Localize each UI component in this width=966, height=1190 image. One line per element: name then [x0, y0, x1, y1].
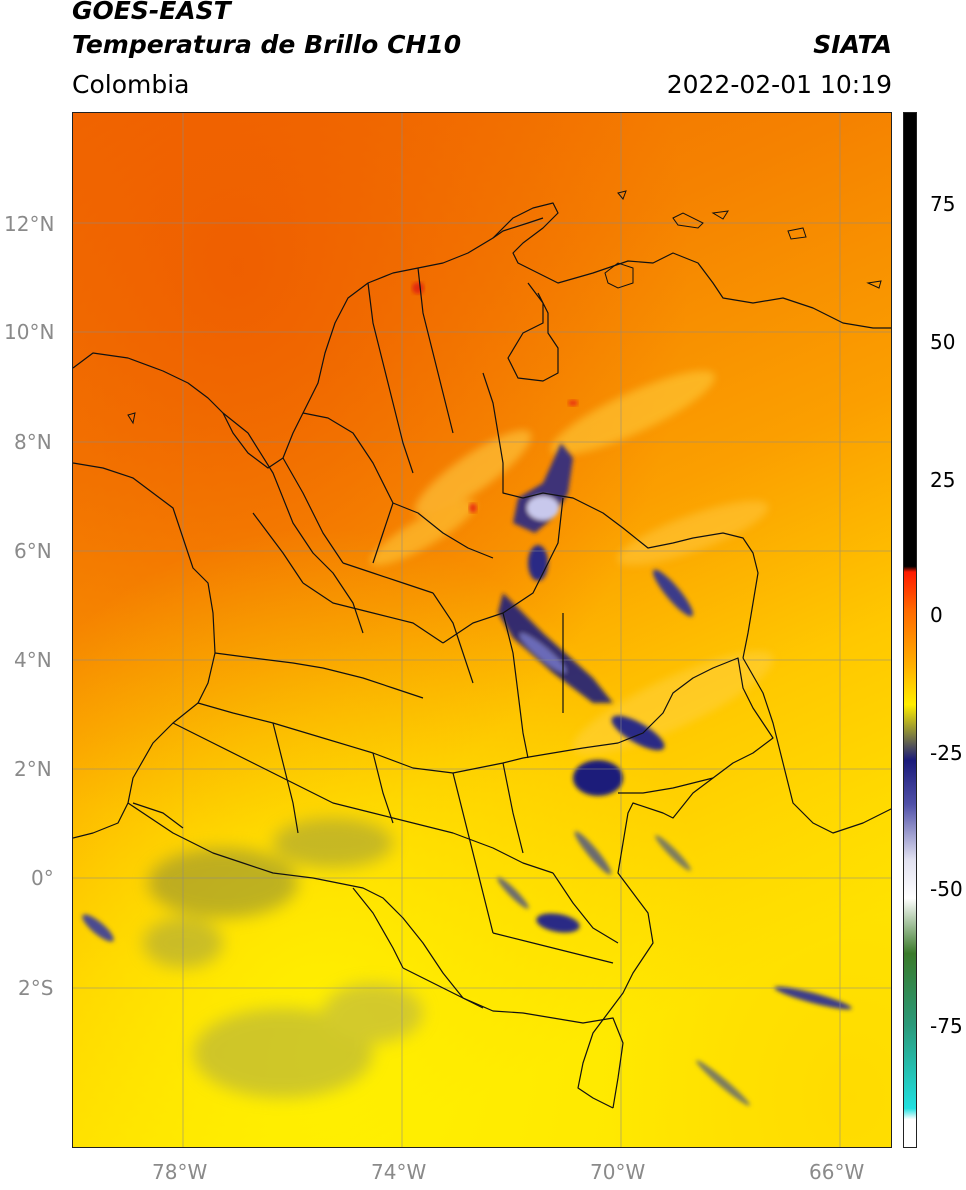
colorbar-label-0: 0	[930, 603, 943, 627]
colorbar-label-neg75: -75	[930, 1014, 963, 1038]
temperature-field	[73, 113, 891, 1147]
lat-label-0: 0°	[31, 866, 54, 890]
colorbar-label-50: 50	[930, 330, 956, 354]
satellite-title: GOES-EAST	[72, 0, 231, 25]
region-label: Colombia	[72, 70, 190, 99]
lat-label-10n: 10°N	[4, 320, 55, 344]
borders	[73, 202, 891, 1109]
colorbar-label-neg50: -50	[930, 877, 963, 901]
graticule	[73, 113, 891, 1147]
lat-label-2s: 2°S	[18, 976, 54, 1000]
product-title: Temperatura de Brillo CH10	[72, 30, 462, 59]
lat-label-2n: 2°N	[14, 757, 52, 781]
lat-label-8n: 8°N	[14, 430, 52, 454]
map-canvas	[73, 113, 891, 1147]
lon-label-66w: 66°W	[809, 1160, 865, 1184]
lat-label-6n: 6°N	[14, 539, 52, 563]
lon-label-78w: 78°W	[152, 1160, 208, 1184]
lon-label-74w: 74°W	[371, 1160, 427, 1184]
lat-label-4n: 4°N	[14, 648, 52, 672]
timestamp-label: 2022-02-01 10:19	[666, 70, 892, 99]
satellite-map[interactable]	[72, 112, 892, 1148]
temperature-colorbar	[903, 112, 917, 1148]
colorbar-label-75: 75	[930, 192, 956, 216]
colorbar-label-neg25: -25	[930, 741, 963, 765]
lat-label-12n: 12°N	[4, 212, 55, 236]
lon-label-70w: 70°W	[590, 1160, 646, 1184]
agency-label: SIATA	[813, 30, 892, 59]
colorbar-label-25: 25	[930, 468, 956, 492]
